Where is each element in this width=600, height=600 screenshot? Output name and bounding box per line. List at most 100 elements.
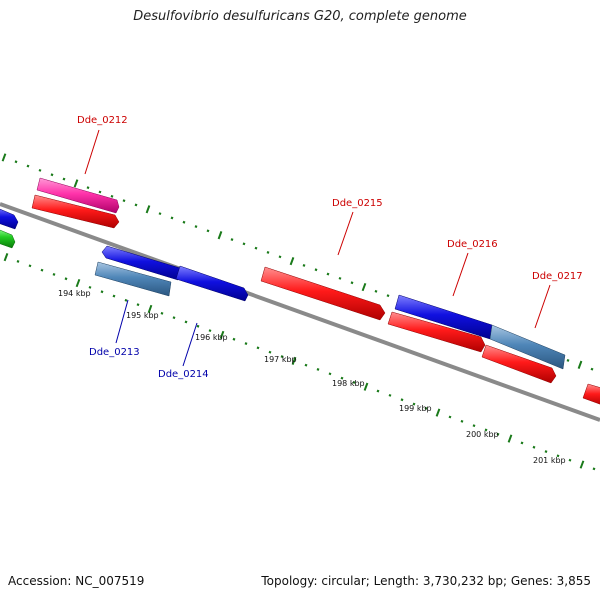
gene-label-dde-0217[interactable]: Dde_0217: [532, 271, 583, 282]
minor-tick: [244, 342, 248, 345]
minor-tick: [40, 268, 44, 272]
minor-tick: [208, 329, 212, 333]
major-tick: [145, 205, 151, 214]
minor-tick: [302, 264, 306, 267]
major-tick: [73, 179, 79, 188]
major-tick: [507, 434, 513, 443]
major-tick: [217, 231, 223, 240]
gene-label-dde-0213[interactable]: Dde_0213: [89, 347, 140, 358]
minor-tick: [338, 276, 342, 280]
major-tick: [219, 330, 225, 340]
minor-tick: [254, 246, 258, 250]
minor-tick: [196, 324, 200, 328]
minor-tick: [28, 264, 32, 268]
dde-0212-leader: [84, 129, 100, 175]
dde-0214-leader: [182, 322, 198, 367]
minor-tick: [232, 337, 236, 341]
major-tick: [1, 153, 7, 162]
minor-tick: [544, 450, 548, 453]
major-tick: [579, 460, 585, 469]
minor-tick: [374, 289, 378, 293]
minor-tick: [206, 229, 210, 233]
dde-0213-leader: [115, 299, 129, 344]
inner-tick-track: [3, 253, 596, 471]
minor-tick: [400, 398, 404, 402]
major-tick: [3, 253, 9, 262]
gene-label-dde-0214[interactable]: Dde_0214: [158, 369, 209, 380]
minor-tick: [134, 203, 138, 207]
minor-tick: [64, 277, 68, 281]
kbp-label-201: 201 kbp: [533, 456, 566, 465]
minor-tick: [158, 212, 162, 216]
minor-tick: [566, 359, 570, 362]
minor-tick: [122, 199, 126, 203]
gene-label-dde-0216[interactable]: Dde_0216: [447, 239, 498, 250]
major-tick: [75, 278, 81, 288]
gene-arrow-left-green: [0, 229, 16, 249]
kbp-label-198: 198 kbp: [332, 379, 365, 388]
dde-0216-leader: [452, 252, 469, 297]
major-tick: [361, 282, 367, 292]
minor-tick: [350, 281, 354, 285]
major-tick: [363, 382, 369, 391]
minor-tick: [592, 467, 596, 471]
kbp-label-196: 196 kbp: [195, 333, 228, 342]
minor-tick: [520, 441, 524, 445]
minor-tick: [590, 367, 594, 371]
minor-tick: [88, 285, 92, 289]
major-tick: [147, 304, 153, 314]
gene-dde-0213-arrow: [101, 245, 181, 281]
minor-tick: [386, 294, 390, 298]
gene-red-plus-1: [31, 194, 120, 229]
minor-tick: [326, 272, 330, 276]
kbp-label-194: 194 kbp: [58, 289, 91, 298]
major-tick: [289, 257, 295, 266]
genome-backbone: [0, 202, 600, 422]
minor-tick: [328, 372, 332, 376]
minor-tick: [26, 164, 30, 168]
minor-tick: [242, 242, 246, 246]
major-tick: [577, 360, 583, 369]
minor-tick: [52, 273, 56, 276]
minor-tick: [304, 363, 308, 367]
minor-tick: [460, 419, 464, 423]
minor-tick: [50, 173, 54, 177]
dde-0215-leader: [337, 211, 354, 256]
minor-tick: [38, 168, 42, 172]
minor-tick: [316, 368, 320, 371]
minor-tick: [14, 160, 18, 164]
minor-tick: [556, 454, 560, 458]
minor-tick: [86, 186, 90, 190]
minor-tick: [472, 424, 476, 428]
minor-tick: [532, 445, 536, 449]
minor-tick: [412, 402, 416, 406]
dde-0217-leader: [534, 284, 551, 329]
minor-tick: [100, 290, 104, 294]
gene-red-plus-2: [387, 311, 486, 353]
gene-steelblue-minus-1: [94, 261, 172, 297]
minor-tick: [278, 255, 282, 259]
minor-tick: [314, 268, 318, 272]
gene-dde-0217-arrow: [489, 324, 566, 370]
gene-label-dde-0215[interactable]: Dde_0215: [332, 198, 383, 209]
minor-tick: [170, 216, 174, 220]
kbp-label-199: 199 kbp: [399, 404, 432, 413]
minor-tick: [110, 194, 114, 198]
gene-dde-0214-arrow: [175, 265, 249, 302]
gene-arrow-left-blue: [0, 208, 19, 230]
accession-text: Accession: NC_007519: [8, 574, 145, 588]
minor-tick: [230, 238, 234, 241]
gene-dde-0215-arrow: [260, 266, 386, 321]
kbp-label-195: 195 kbp: [126, 311, 159, 320]
minor-tick: [266, 251, 270, 254]
minor-tick: [160, 311, 164, 315]
gene-dde-0212-arrow: [36, 177, 120, 214]
gene-label-dde-0212[interactable]: Dde_0212: [77, 115, 128, 126]
minor-tick: [98, 190, 102, 194]
minor-tick: [124, 298, 128, 302]
minor-tick: [388, 393, 392, 397]
minor-tick: [268, 350, 272, 354]
minor-tick: [424, 406, 428, 410]
minor-tick: [112, 294, 116, 298]
